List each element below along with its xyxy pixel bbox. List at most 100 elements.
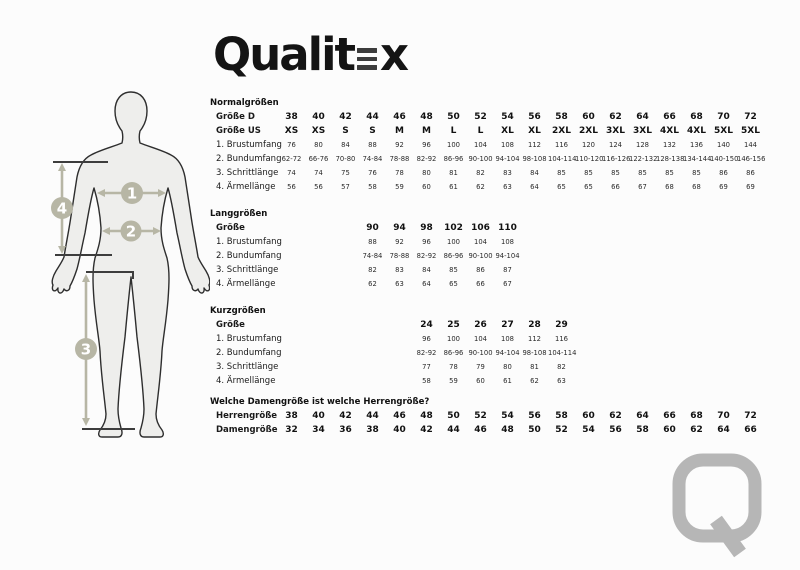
size-cell: 144 — [744, 141, 757, 149]
size-cell: 124 — [609, 141, 622, 149]
table-row: Größe 90 94 98 102 106 110 — [210, 221, 770, 235]
size-cell: 100 — [447, 238, 460, 246]
size-cell: 52 — [474, 411, 487, 421]
size-cell: 60 — [582, 112, 595, 122]
row-label: 1. Brustumfang — [216, 237, 282, 247]
row-label: 1. Brustumfang — [216, 140, 282, 150]
size-cell: 52 — [555, 425, 568, 435]
row-label: 2. Bundumfang — [216, 251, 282, 261]
size-cell: 108 — [501, 335, 514, 343]
row-label: 3. Schrittlänge — [216, 265, 279, 275]
size-cell: 96 — [422, 238, 431, 246]
size-cell: 108 — [501, 141, 514, 149]
size-cell: 116-126 — [602, 155, 631, 163]
size-cell: 42 — [339, 411, 352, 421]
row-label: 2. Bundumfang — [216, 154, 282, 164]
table-row: 1. Brustumfang 96 100 104 108 112 116 — [210, 332, 770, 346]
row-label: Größe D — [216, 112, 255, 122]
size-cell: 61 — [503, 377, 512, 385]
size-cell: 4XL — [687, 126, 706, 136]
size-cell: 50 — [528, 425, 541, 435]
size-cell: 84 — [422, 266, 431, 274]
size-cell: 80 — [503, 363, 512, 371]
size-cell: 85 — [692, 169, 701, 177]
size-cell: 64 — [530, 183, 539, 191]
size-cell: 92 — [395, 141, 404, 149]
size-cell: 120 — [582, 141, 595, 149]
size-cell: 100 — [447, 141, 460, 149]
size-cell: 70-80 — [335, 155, 356, 163]
table-row: 3. Schrittlänge 77 78 79 80 81 82 — [210, 360, 770, 374]
table-title: Normalgrößen — [210, 98, 279, 108]
table-row: Größe US XS XS S S M M L L XL XL 2XL 2XL 3XL 3XL 4XL 4XL… — [210, 124, 770, 138]
size-cell: 88 — [368, 238, 377, 246]
size-cell: 85 — [611, 169, 620, 177]
size-cell: 38 — [285, 112, 298, 122]
size-cell: 59 — [395, 183, 404, 191]
size-cell: 98-108 — [522, 155, 547, 163]
size-cell: 110 — [498, 223, 517, 233]
table-row: 4. Ärmellänge 58 59 60 61 62 63 — [210, 374, 770, 388]
size-cell: 66-76 — [308, 155, 329, 163]
size-cell: 65 — [557, 183, 566, 191]
size-cell: 62 — [609, 112, 622, 122]
size-cell: 63 — [503, 183, 512, 191]
size-cell: 140 — [717, 141, 730, 149]
size-cell: 136 — [690, 141, 703, 149]
measure-reference-lines — [53, 161, 135, 430]
size-cell: 66 — [476, 280, 485, 288]
size-cell: 84 — [341, 141, 350, 149]
size-cell: 62-72 — [281, 155, 302, 163]
row-label: 3. Schrittlänge — [216, 168, 279, 178]
size-cell: 54 — [501, 411, 514, 421]
size-cell: 28 — [528, 320, 541, 330]
size-cell: 70 — [717, 112, 730, 122]
row-label: Damengröße — [216, 425, 278, 435]
badge-1-circle — [121, 182, 143, 204]
size-cell: 62 — [476, 183, 485, 191]
size-cell: 46 — [393, 411, 406, 421]
table-row: Damengröße 32 34 36 38 40 42 44 46 48 50 52 54 56 58 60… — [210, 423, 770, 437]
size-cell: 75 — [341, 169, 350, 177]
size-cell: 64 — [717, 425, 730, 435]
table-langgroessen: Langgrößen Größe 90 94 98 102 106 110 1. Brustu… — [210, 207, 770, 291]
size-cell: 146-156 — [737, 155, 766, 163]
table-row: Größe D 38 40 42 44 46 48 50 52 54 56 58 60 62 64 66 68 7… — [210, 110, 770, 124]
size-cell: 90-100 — [468, 155, 493, 163]
size-cell: 74 — [287, 169, 296, 177]
size-cell: 68 — [690, 112, 703, 122]
row-label: Größe — [216, 320, 245, 330]
size-cell: 81 — [530, 363, 539, 371]
size-cell: 59 — [449, 377, 458, 385]
table-row: 4. Ärmellänge 56 56 57 58 59 60 61 62 63 64 65 65 66 6… — [210, 180, 770, 194]
size-cell: 48 — [420, 112, 433, 122]
size-cell: 82 — [476, 169, 485, 177]
table-row: 2. Bundumfang 74-84 78-88 82-92 86-96 90-100 9… — [210, 249, 770, 263]
row-label: 1. Brustumfang — [216, 334, 282, 344]
table-normalgroessen: Normalgrößen Größe D 38 40 42 44 46 48 50 52 54 56… — [210, 96, 770, 194]
size-cell: 44 — [366, 411, 379, 421]
size-cell: 2XL — [579, 126, 598, 136]
size-cell: 78-88 — [389, 155, 410, 163]
size-cell: 85 — [638, 169, 647, 177]
size-cell: 26 — [474, 320, 487, 330]
size-cell: 128-138 — [656, 155, 685, 163]
table-title: Langgrößen — [210, 209, 268, 219]
size-cell: 58 — [636, 425, 649, 435]
table-row: 2. Bundumfang 62-72 66-76 70-80 74-84 78-88 82… — [210, 152, 770, 166]
size-cell: 72 — [744, 411, 757, 421]
watermark-q — [668, 450, 764, 566]
size-cell: 68 — [665, 183, 674, 191]
table-title: Kurzgrößen — [210, 306, 266, 316]
badge-1-label: 1 — [127, 185, 137, 203]
table-row: 2. Bundumfang 82-92 86-96 90-100 94-104 98-10… — [210, 346, 770, 360]
size-cell: 60 — [582, 411, 595, 421]
size-cell: 56 — [314, 183, 323, 191]
size-cell: 86 — [476, 266, 485, 274]
size-cell: 38 — [366, 425, 379, 435]
size-cell: 63 — [395, 280, 404, 288]
table-row: Größe 24 25 26 27 28 29 — [210, 318, 770, 332]
row-label: 2. Bundumfang — [216, 348, 282, 358]
size-cell: 50 — [447, 411, 460, 421]
size-cell: 132 — [663, 141, 676, 149]
